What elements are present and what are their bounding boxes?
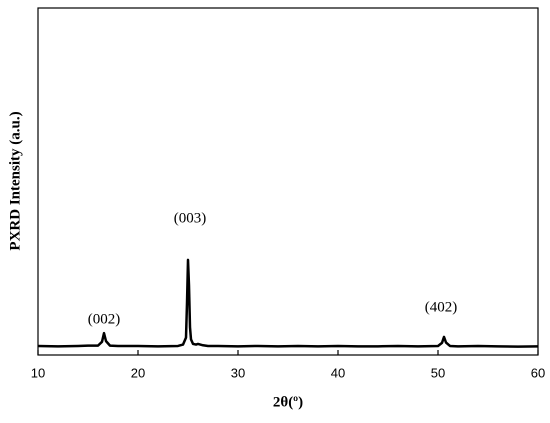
y-axis-title: PXRD Intensity (a.u.) <box>7 111 23 250</box>
peak-annotation: (402) <box>425 299 458 315</box>
x-tick-label: 40 <box>331 365 345 380</box>
peak-annotation: (002) <box>88 311 121 327</box>
x-tick-label: 30 <box>231 365 245 380</box>
x-tick-label: 50 <box>431 365 445 380</box>
data-line <box>37 258 539 348</box>
x-tick-label: 20 <box>131 365 145 380</box>
x-tick-label: 10 <box>31 365 45 380</box>
x-tick-label: 60 <box>531 365 545 380</box>
x-axis-title: 2θ(º) <box>273 394 303 410</box>
peak-annotation: (003) <box>174 210 207 226</box>
plot-frame <box>37 7 539 356</box>
